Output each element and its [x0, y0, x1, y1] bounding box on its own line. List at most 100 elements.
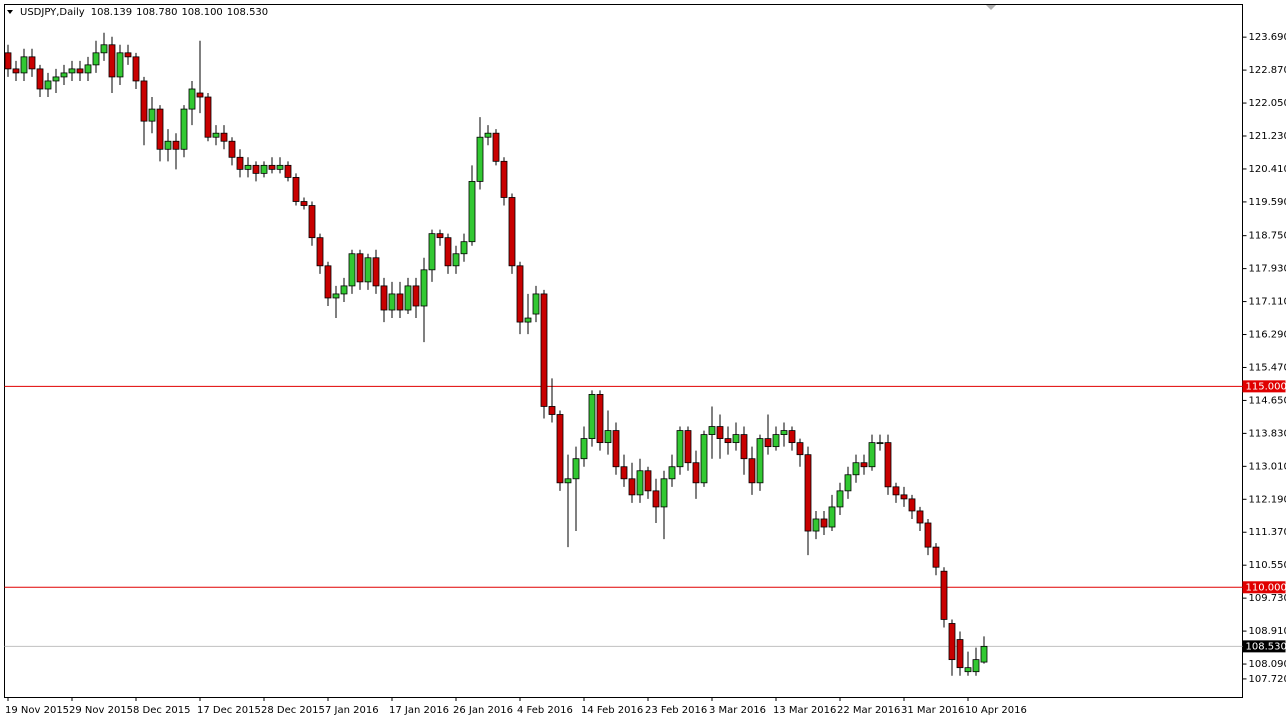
candle-body — [804, 454, 812, 532]
candle-body — [764, 438, 772, 448]
y-tick-label: 108.090 — [1249, 659, 1286, 670]
candle-body — [420, 269, 428, 307]
candle-body — [108, 44, 116, 78]
candle-body — [900, 494, 908, 500]
candle-body — [148, 108, 156, 122]
candle-body — [124, 52, 132, 58]
candle-body — [940, 570, 948, 620]
candle-body — [460, 241, 468, 255]
x-tick-label: 3 Mar 2016 — [709, 705, 766, 716]
candle-body — [892, 486, 900, 496]
plot-frame — [4, 4, 1243, 698]
candle-body — [684, 430, 692, 464]
candle-body — [828, 506, 836, 528]
y-tick-label: 118.750 — [1249, 231, 1286, 242]
candle-body — [28, 56, 36, 70]
current-price-label: 108.530 — [1246, 641, 1286, 652]
candle-body — [444, 237, 452, 267]
candle-body — [164, 140, 172, 150]
x-tick-label: 10 Apr 2016 — [965, 705, 1027, 716]
candle-body — [364, 257, 372, 283]
y-tick-label: 115.470 — [1249, 362, 1286, 373]
candle-body — [740, 434, 748, 460]
candle-body — [220, 132, 228, 142]
candle-body — [564, 478, 572, 484]
candle-body — [908, 498, 916, 512]
y-tick-label: 113.830 — [1249, 428, 1286, 439]
candle-body — [292, 176, 300, 202]
y-tick-label: 121.230 — [1249, 131, 1286, 142]
y-tick-label: 117.930 — [1249, 264, 1286, 275]
candle-body — [452, 253, 460, 267]
y-tick-label: 122.870 — [1249, 65, 1286, 76]
candle-body — [636, 470, 644, 496]
candle-body — [132, 56, 140, 82]
y-tick-label: 116.290 — [1249, 330, 1286, 341]
chart-title: USDJPY,Daily — [20, 7, 85, 18]
candle-body — [92, 52, 100, 66]
candle-body — [52, 76, 60, 82]
candle-body — [588, 394, 596, 440]
candle-body — [316, 237, 324, 267]
y-tick-label: 120.410 — [1249, 164, 1286, 175]
candle-body — [916, 510, 924, 524]
candle-body — [60, 72, 68, 78]
candle-body — [324, 265, 332, 299]
candle-body — [156, 108, 164, 150]
y-tick-label: 117.110 — [1249, 297, 1286, 308]
menu-arrow[interactable] — [7, 10, 13, 14]
candle-body — [972, 659, 980, 673]
y-tick-label: 119.590 — [1249, 197, 1286, 208]
x-tick-label: 17 Jan 2016 — [389, 705, 449, 716]
candle-body — [180, 108, 188, 150]
candle-body — [340, 285, 348, 295]
candle-body — [372, 257, 380, 287]
candle-body — [956, 639, 964, 669]
candle-body — [660, 478, 668, 508]
candle-body — [348, 253, 356, 287]
x-tick-label: 14 Feb 2016 — [581, 705, 643, 716]
x-tick-label: 31 Mar 2016 — [901, 705, 964, 716]
x-tick-label: 28 Dec 2015 — [261, 705, 325, 716]
y-tick-label: 114.650 — [1249, 395, 1286, 406]
quote-close: 108.530 — [227, 7, 268, 18]
chart-header: USDJPY,Daily 108.139 108.780 108.100 108.530 — [20, 7, 268, 18]
candle-body — [572, 458, 580, 480]
x-tick-label: 13 Mar 2016 — [773, 705, 836, 716]
candle-body — [948, 623, 956, 661]
candle-body — [812, 518, 820, 532]
y-tick-label: 107.720 — [1249, 674, 1286, 685]
candle-body — [548, 406, 556, 415]
x-tick-label: 17 Dec 2015 — [197, 705, 261, 716]
candle-body — [412, 285, 420, 307]
candle-body — [772, 434, 780, 448]
candle-body — [276, 164, 284, 170]
candle-body — [524, 317, 532, 323]
candle-body — [116, 52, 124, 78]
candle-body — [468, 181, 476, 243]
candle-body — [652, 490, 660, 508]
y-tick-label: 122.050 — [1249, 98, 1286, 109]
candle-body — [692, 462, 700, 484]
candle-body — [508, 197, 516, 267]
candle-body — [612, 430, 620, 468]
x-tick-label: 26 Jan 2016 — [453, 705, 513, 716]
y-tick-label: 109.730 — [1249, 593, 1286, 604]
y-tick-label: 113.010 — [1249, 461, 1286, 472]
candle-body — [756, 438, 764, 484]
candle-body — [852, 462, 860, 476]
candle-body — [844, 474, 852, 492]
candle-body — [356, 253, 364, 283]
candle-body — [172, 140, 180, 150]
x-tick-label: 29 Nov 2015 — [69, 705, 133, 716]
candle-body — [716, 426, 724, 440]
candle-body — [140, 80, 148, 122]
shift-marker — [986, 5, 996, 10]
candle-body — [36, 68, 44, 90]
candle-body — [244, 164, 252, 170]
candle-body — [300, 201, 308, 206]
candle-body — [12, 68, 20, 74]
candle-body — [404, 285, 412, 311]
